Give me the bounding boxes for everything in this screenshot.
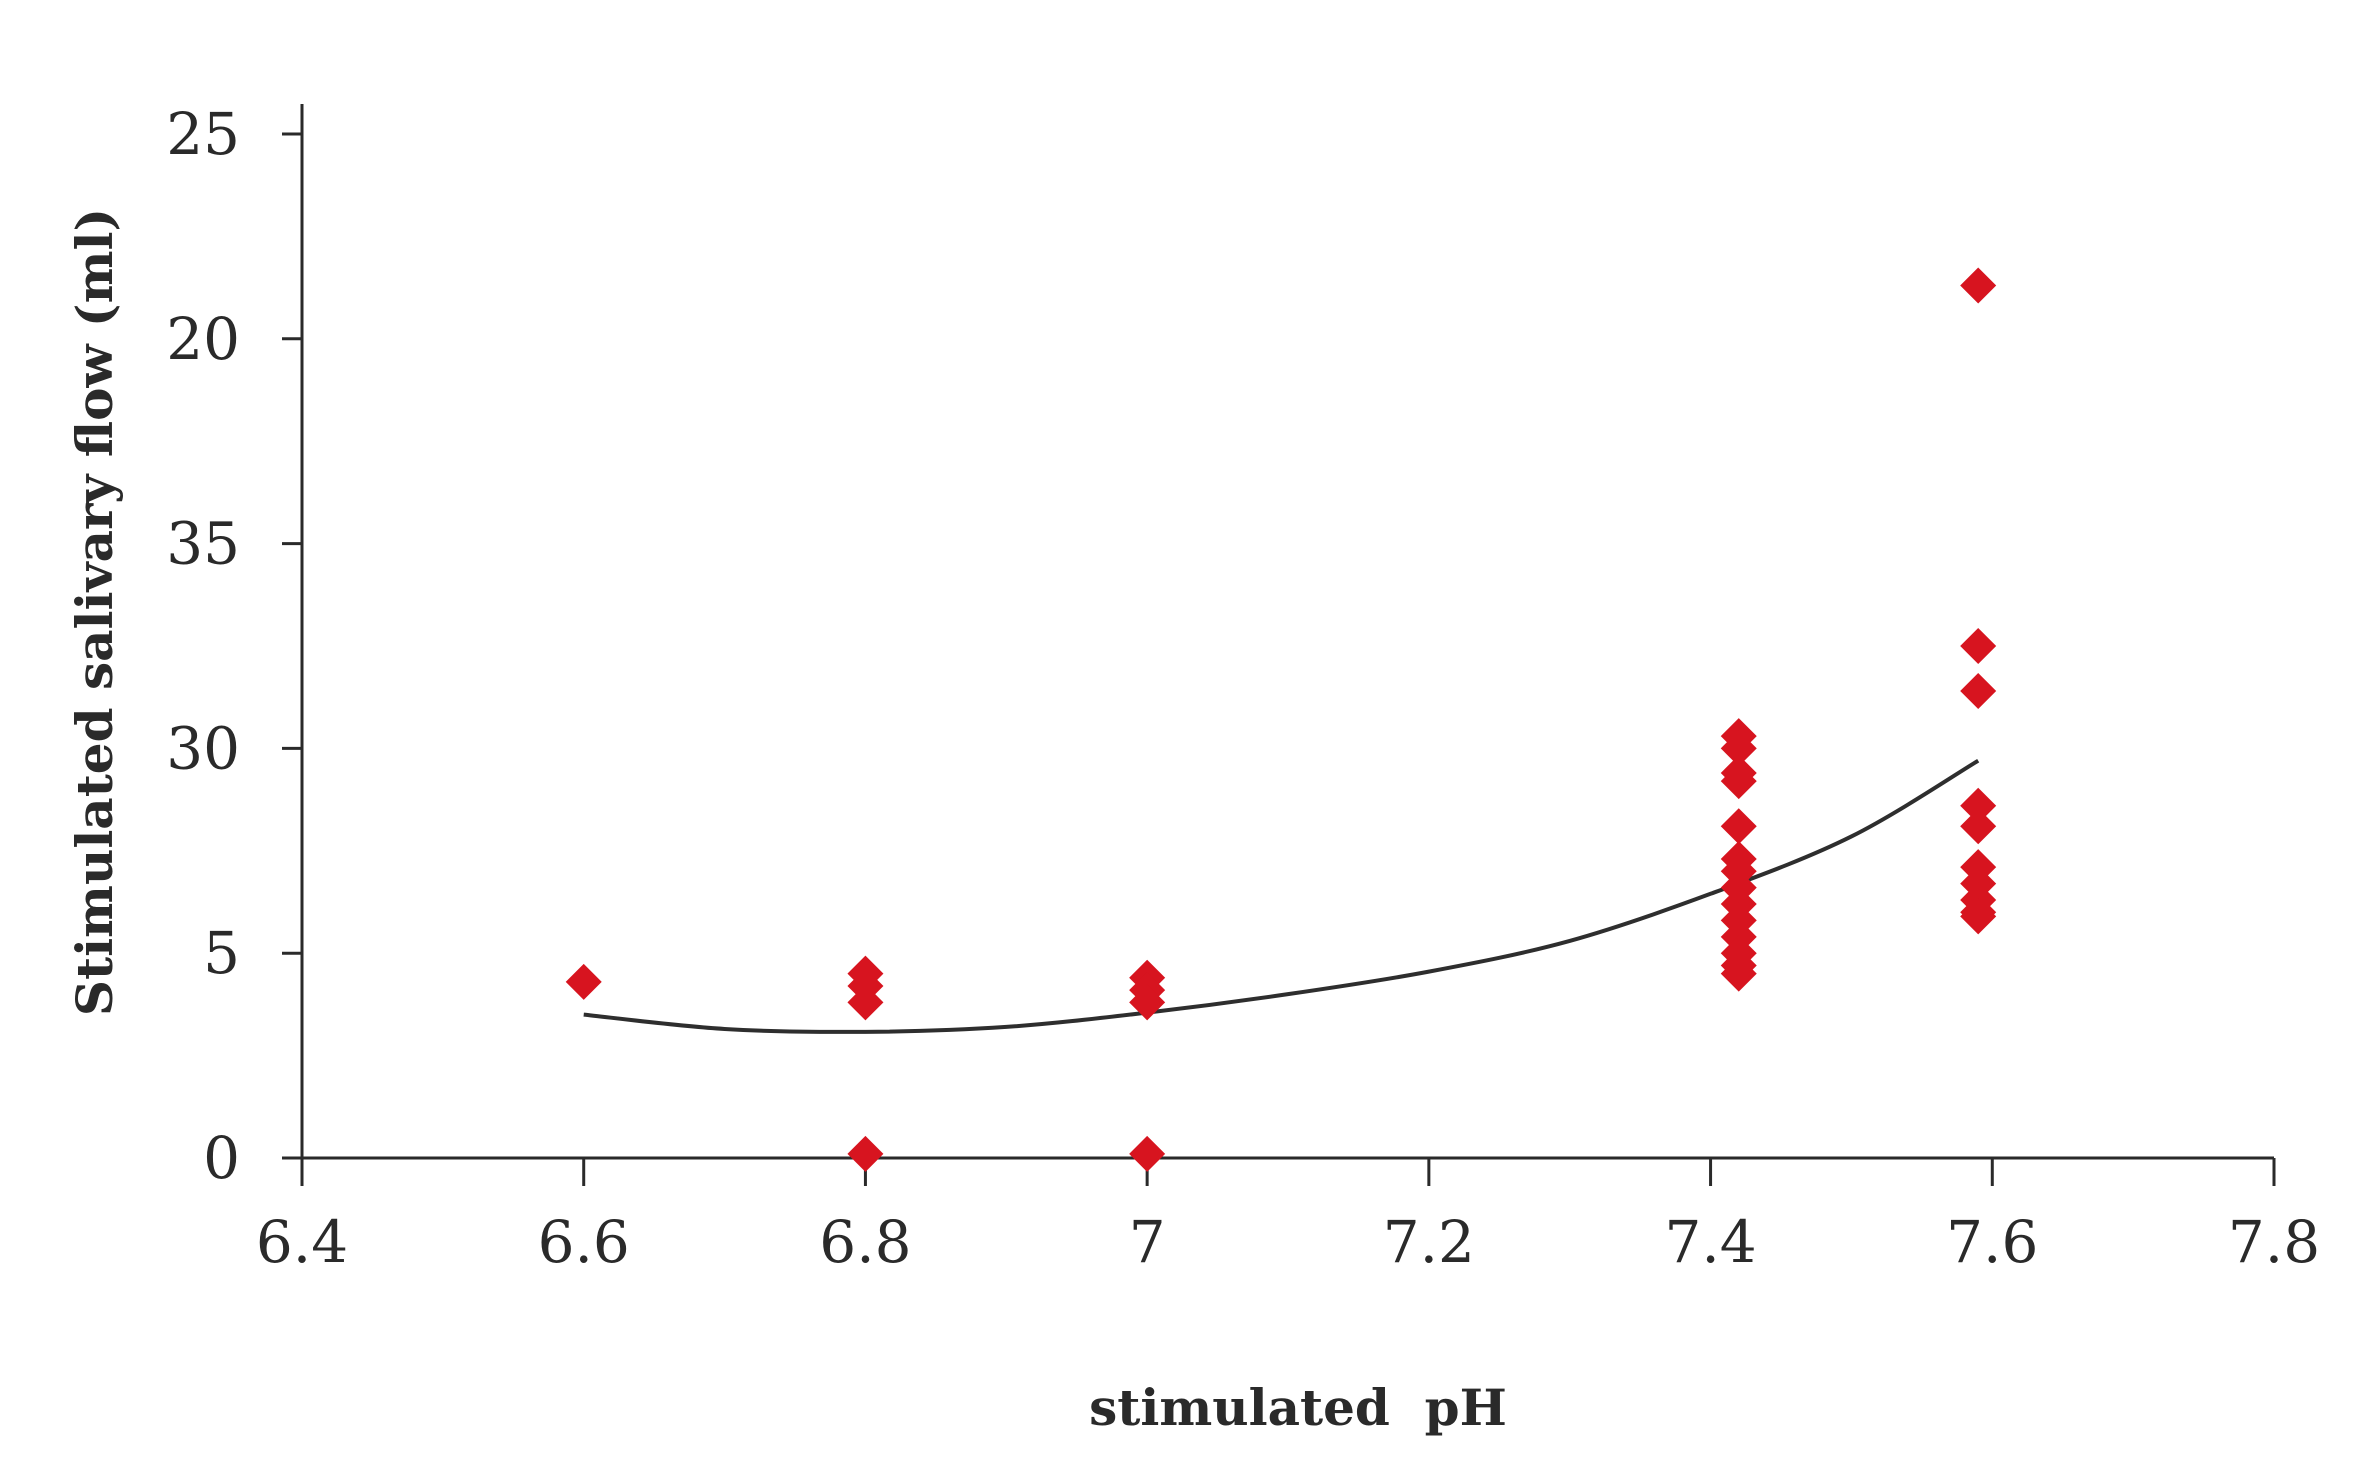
points-layer (565, 267, 1997, 1172)
data-point (1960, 787, 1997, 824)
data-point (565, 963, 602, 1000)
y-tick-label: 35 (166, 510, 240, 578)
x-tick-label: 7.8 (2228, 1208, 2320, 1276)
y-axis-title: Stimulated salivary flow (ml) (65, 208, 124, 1016)
y-tick-label: 25 (166, 100, 240, 168)
y-tick-label: 30 (166, 714, 240, 782)
x-tick-label: 6.8 (819, 1208, 911, 1276)
data-point (1960, 628, 1997, 664)
data-point (847, 984, 884, 1021)
data-point (1129, 984, 1166, 1021)
trend-layer (583, 758, 1980, 1034)
x-tick-label: 6.6 (538, 1208, 630, 1276)
x-tick-label: 7.6 (1946, 1208, 2038, 1276)
y-tick-label: 0 (203, 1124, 240, 1192)
x-ticks: 6.4 6.6 6.8 7 7.2 7.4 7.6 7.8 (256, 1158, 2320, 1276)
data-point (1720, 955, 1757, 992)
y-tick-label: 5 (203, 919, 240, 987)
data-point (1720, 808, 1757, 845)
data-point (847, 1135, 884, 1172)
chart-axes (282, 104, 2274, 1160)
y-ticks: 0 5 30 35 20 25 (166, 100, 302, 1192)
data-point (1960, 808, 1997, 845)
data-point (1960, 898, 1997, 935)
trend-line (583, 758, 1980, 1034)
x-axis-title: stimulated pH (1089, 1378, 1507, 1437)
data-point (1720, 763, 1757, 800)
x-tick-label: 7.4 (1664, 1208, 1756, 1276)
data-point (1129, 1135, 1166, 1172)
y-tick-label: 20 (166, 305, 240, 373)
data-point (1960, 267, 1997, 304)
data-point (1960, 673, 1997, 710)
x-tick-label: 6.4 (256, 1208, 348, 1276)
x-tick-label: 7 (1129, 1208, 1166, 1276)
data-point (1720, 730, 1757, 767)
x-tick-label: 7.2 (1383, 1208, 1475, 1276)
